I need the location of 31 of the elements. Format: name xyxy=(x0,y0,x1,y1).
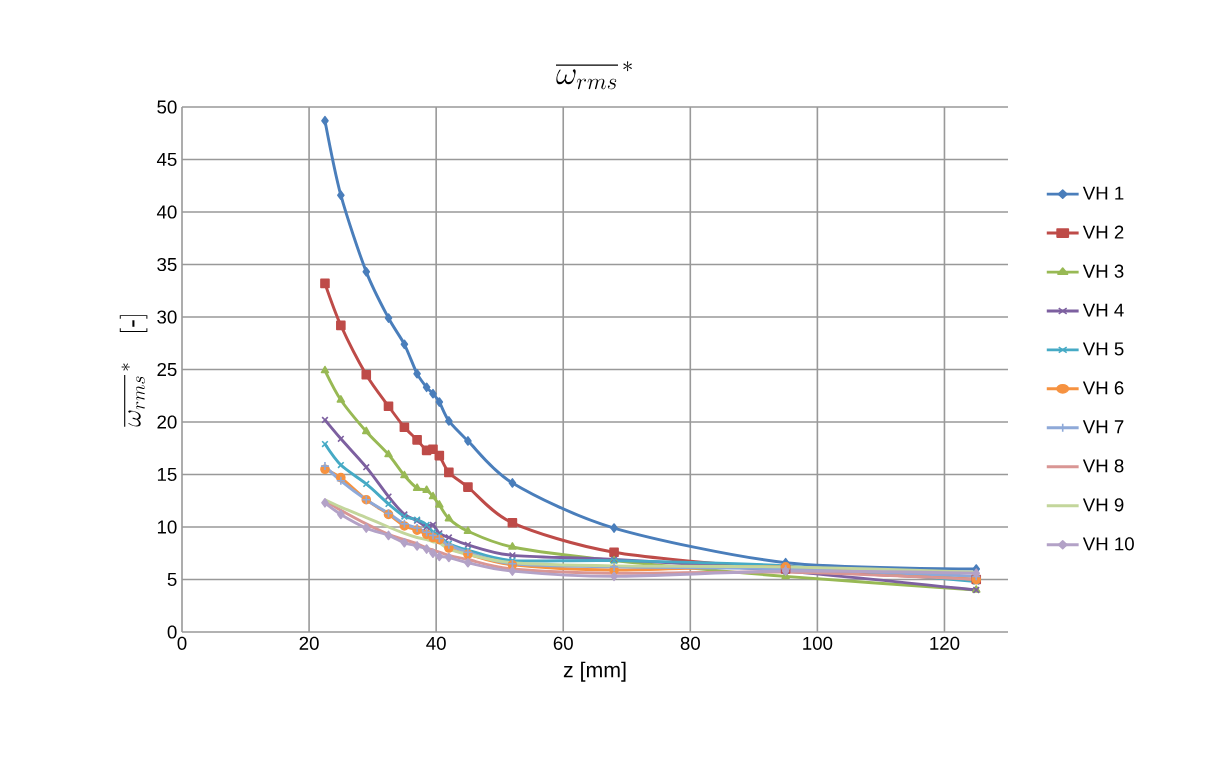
x-tick-label: 40 xyxy=(426,636,446,650)
y-tick-label: 20 xyxy=(157,415,177,429)
y-tick-label: 45 xyxy=(156,152,177,167)
legend-label: VH 6 xyxy=(1082,381,1124,395)
x-axis-title: z [mm] xyxy=(563,661,626,682)
x-tick-label: 120 xyxy=(930,636,960,650)
y-tick-label: 40 xyxy=(156,205,177,219)
legend-label: VH 7 xyxy=(1082,420,1124,434)
legend-label: VH 2 xyxy=(1082,225,1124,239)
y-axis-title: $\overline{\omega_{rms}}^{\,*}\quad [\text{-}]$ xyxy=(119,315,148,427)
legend-label: VH 1 xyxy=(1082,186,1124,200)
legend-label: VH 3 xyxy=(1082,264,1124,278)
y-tick-label: 0 xyxy=(167,625,177,639)
x-tick-label: 0 xyxy=(177,636,187,650)
x-tick-label: 60 xyxy=(553,636,573,650)
x-tick-label: 20 xyxy=(299,636,319,650)
chart-title: $\overline{\omega_{rms}}^{\,*}$ xyxy=(555,61,632,90)
x-tick-label: 80 xyxy=(680,636,700,650)
legend-label: VH 10 xyxy=(1082,537,1134,551)
legend-label: VH 9 xyxy=(1082,498,1124,512)
y-tick-label: 35 xyxy=(157,257,177,272)
legend-label: VH 8 xyxy=(1082,459,1124,473)
x-tick-label: 100 xyxy=(803,636,833,650)
y-tick-label: 15 xyxy=(157,467,177,482)
y-tick-label: 50 xyxy=(157,100,177,114)
y-tick-label: 25 xyxy=(157,362,177,377)
y-tick-label: 30 xyxy=(157,310,177,324)
legend-label: VH 4 xyxy=(1082,303,1124,317)
legend-label: VH 5 xyxy=(1082,342,1124,356)
y-tick-label: 5 xyxy=(167,572,177,587)
y-tick-label: 10 xyxy=(157,520,177,534)
